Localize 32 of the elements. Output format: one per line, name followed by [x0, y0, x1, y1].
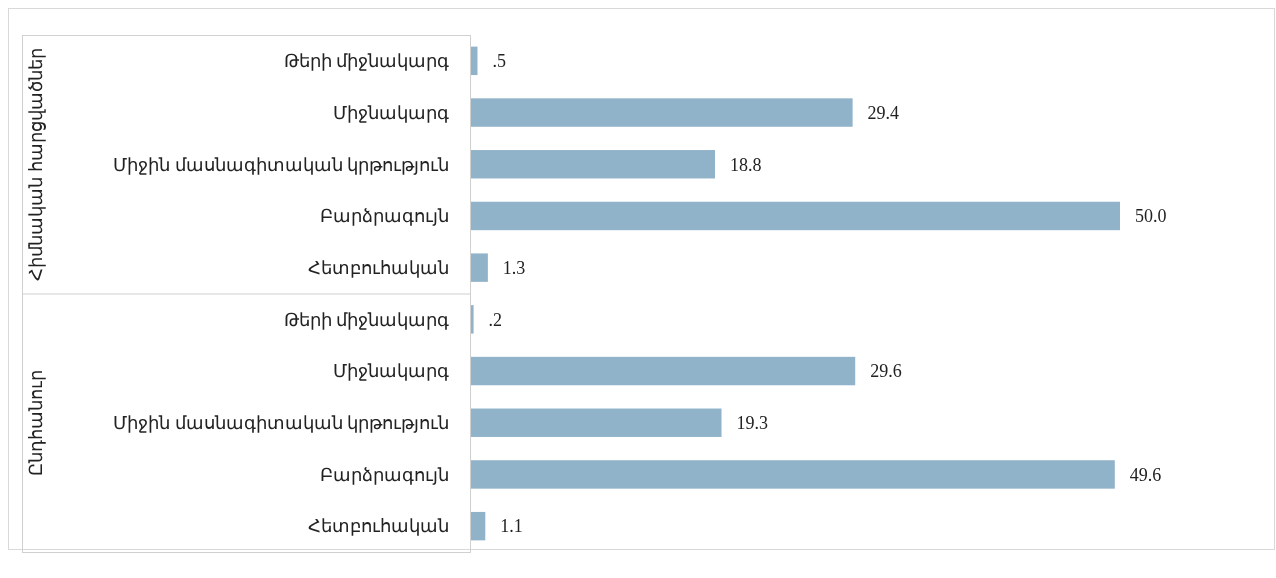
bar: [471, 98, 853, 127]
bar: [471, 150, 716, 179]
y-tick-label: Հետբուհական: [308, 516, 449, 537]
data-label: 18.8: [730, 154, 762, 175]
y-tick-label: Միջին մասնագիտական կրթություն: [113, 154, 449, 175]
bar: [471, 46, 478, 76]
bar: [471, 253, 488, 282]
y-tick-label: Միջնակարգ: [333, 361, 449, 382]
y-tick-label: Թերի միջնակարգ: [283, 51, 449, 72]
data-label: 49.6: [1129, 464, 1162, 485]
text: Հիմնական հարցվածներ: [26, 48, 46, 281]
y-tick-label: Բարձրագույն: [320, 206, 449, 227]
data-label: 1.3: [502, 257, 526, 278]
bar: [471, 305, 474, 334]
data-label: 1.1: [500, 516, 523, 537]
bar: [471, 460, 1115, 489]
y-tick-label: Միջնակարգ: [333, 102, 449, 123]
bar: [471, 201, 1120, 231]
bar: [471, 356, 856, 386]
bar: [471, 408, 722, 437]
bar: [471, 511, 486, 541]
text: Ընդհանուր: [26, 369, 46, 476]
data-label: 29.4: [867, 102, 900, 123]
y-tick-label: Հետբուհական: [308, 257, 449, 278]
data-label: 50.0: [1135, 206, 1167, 227]
y-tick-label: Թերի միջնակարգ: [283, 309, 449, 330]
data-label: 29.6: [870, 361, 902, 382]
data-label: .2: [488, 309, 503, 330]
y-tick-label: Միջին մասնագիտական կրթություն: [113, 413, 449, 434]
y-tick-label: Բարձրագույն: [320, 464, 449, 485]
data-label: 19.3: [736, 413, 769, 434]
data-label: .5: [492, 51, 506, 72]
